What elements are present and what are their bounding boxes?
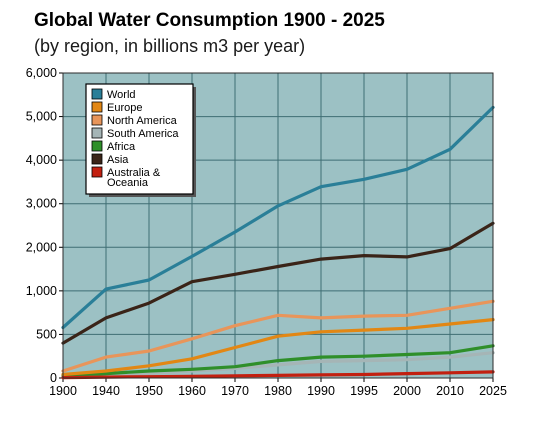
- legend-swatch-africa: [91, 140, 103, 152]
- x-tick-label: 1900: [49, 384, 77, 398]
- series-line-world: [61, 105, 495, 330]
- y-tick-label: 500: [36, 327, 57, 341]
- y-tick-label: 3,000: [26, 197, 57, 211]
- legend-swatch-europe: [91, 101, 103, 113]
- series-line-asia: [61, 221, 495, 345]
- x-tick-label: 1960: [178, 384, 206, 398]
- y-tick-label: 5,000: [26, 110, 57, 124]
- legend-swatch-world: [91, 88, 103, 100]
- legend: [85, 83, 194, 195]
- y-tick-label: 0: [50, 371, 57, 385]
- legend-label-australia-oceania: Australia &: [107, 167, 161, 179]
- legend-label-australia-oceania: Oceania: [107, 177, 149, 189]
- x-tick-label: 2025: [479, 384, 507, 398]
- series-line-south-america: [61, 351, 495, 379]
- x-tick-label: 2010: [436, 384, 464, 398]
- legend-swatch-south-america: [91, 127, 103, 139]
- y-tick-label: 1,000: [26, 284, 57, 298]
- x-tick-label: 2000: [393, 384, 421, 398]
- legend-label-world: World: [107, 89, 136, 101]
- legend-label-north-america: North America: [107, 115, 178, 127]
- y-tick-label: 6,000: [26, 66, 57, 80]
- x-tick-label: 1950: [135, 384, 163, 398]
- legend-swatch-asia: [91, 153, 103, 165]
- x-tick-label: 1990: [307, 384, 335, 398]
- x-tick-label: 1980: [264, 384, 292, 398]
- series-line-europe: [61, 318, 495, 377]
- legend-label-south-america: South America: [107, 128, 179, 140]
- x-tick-label: 1995: [350, 384, 378, 398]
- legend-label-africa: Africa: [107, 141, 136, 153]
- series-line-australia-oceania: [61, 370, 495, 380]
- legend-swatch-north-america: [91, 114, 103, 126]
- plot-frame: [62, 72, 494, 379]
- legend-swatch-australia-oceania: [91, 166, 103, 178]
- x-tick-label: 1970: [221, 384, 249, 398]
- x-tick-label: 1940: [92, 384, 120, 398]
- series-line-africa: [61, 344, 495, 377]
- legend-label-europe: Europe: [107, 102, 142, 114]
- legend-label-asia: Asia: [107, 154, 129, 166]
- y-tick-label: 2,000: [26, 240, 57, 254]
- y-tick-label: 4,000: [26, 153, 57, 167]
- chart-subtitle: (by region, in billions m3 per year): [34, 36, 306, 56]
- series-line-north-america: [61, 299, 495, 373]
- chart-title: Global Water Consumption 1900 - 2025: [34, 10, 385, 31]
